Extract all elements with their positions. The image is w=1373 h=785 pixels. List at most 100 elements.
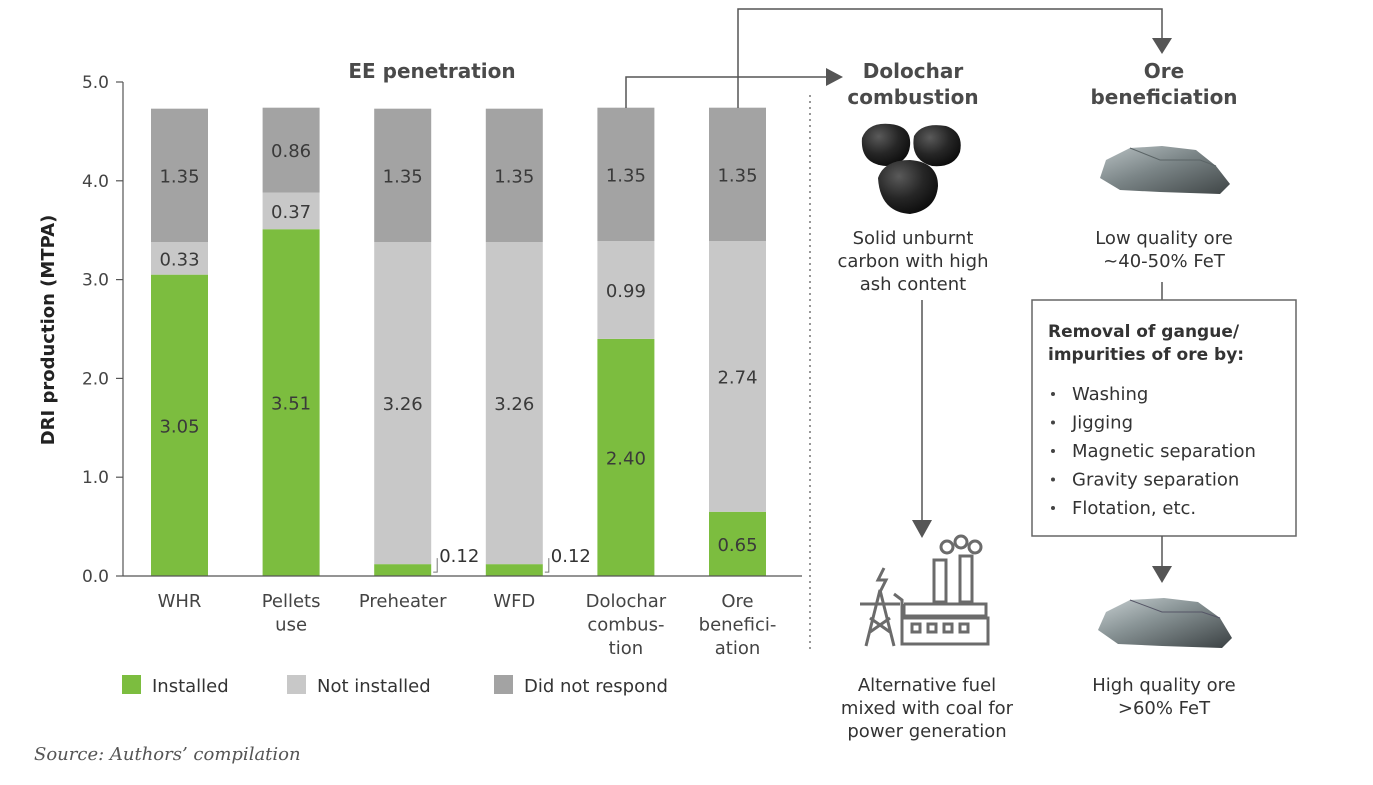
arrow-dolochar-connector	[625, 76, 826, 108]
dolochar-column: Dolochar combustion Solid unburnt carbon…	[837, 59, 1013, 742]
bar-segment	[262, 229, 320, 576]
bar-segment	[485, 242, 543, 565]
bar-segment	[709, 241, 766, 512]
data-label: 2.74	[717, 367, 757, 388]
low-quality-ore-image	[1100, 146, 1230, 194]
dolochar-description-line2: carbon with high	[837, 251, 988, 272]
legend-swatch	[287, 675, 306, 694]
ore-method-item: Flotation, etc.	[1072, 498, 1196, 519]
dolochar-output-line2: mixed with coal for	[841, 698, 1014, 719]
legend: Installed Not installed Did not respond	[122, 675, 668, 697]
bar-segment	[485, 108, 543, 243]
x-axis-labels: WHR Pellets use Preheater WFD Dolochar combus-…	[158, 591, 777, 659]
x-tick-label: use	[275, 615, 307, 636]
data-label: 0.12	[551, 546, 591, 567]
y-tick-label: 2.0	[82, 369, 109, 389]
y-tick-label: 0.0	[82, 567, 109, 587]
arrow-head-ore-down	[1152, 566, 1172, 583]
y-tick-label: 4.0	[82, 172, 109, 192]
ore-title-line2: beneficiation	[1090, 85, 1237, 109]
dolochar-description-line3: ash content	[860, 274, 966, 295]
data-label: 0.65	[717, 535, 757, 556]
high-quality-ore-image	[1098, 598, 1232, 648]
data-label: 1.35	[717, 165, 757, 186]
data-label: 0.86	[271, 141, 311, 162]
data-label: 0.99	[606, 281, 646, 302]
bar-segment	[374, 564, 432, 576]
connector-arrows	[625, 8, 1163, 108]
y-axis-label: DRI production (MTPA)	[38, 215, 59, 446]
arrow-head-dolochar-down	[912, 520, 932, 538]
legend-label: Not installed	[317, 676, 431, 697]
x-tick-label: combus-	[587, 615, 664, 636]
x-tick-label: Ore	[721, 591, 753, 612]
x-tick-label: WHR	[158, 591, 202, 612]
data-label: 1.35	[159, 166, 199, 187]
y-tick-label: 1.0	[82, 468, 109, 488]
ore-title-line1: Ore	[1144, 59, 1184, 83]
source-note: Source: Authors’ compilation	[34, 744, 301, 765]
ore-output-line1: High quality ore	[1092, 675, 1235, 696]
data-label: 1.35	[383, 166, 423, 187]
ore-process-box	[1031, 299, 1297, 537]
ore-method-item: Jigging	[1071, 413, 1133, 434]
x-tick-label: Dolochar	[586, 591, 667, 612]
bar-segment	[597, 241, 655, 339]
ore-input-line1: Low quality ore	[1095, 228, 1233, 249]
data-label: 3.51	[271, 394, 311, 415]
data-label: 2.40	[606, 448, 646, 469]
y-axis-ticks: 0.0 1.0 2.0 3.0 4.0 5.0	[82, 73, 123, 587]
y-tick-label: 5.0	[82, 73, 109, 93]
bullet-icon	[1051, 420, 1055, 425]
bar-segment	[597, 107, 655, 242]
coal-lumps-image	[861, 123, 961, 214]
bullet-icon	[1051, 392, 1055, 396]
bar-segment	[485, 564, 543, 576]
ore-methods-list: Washing Jigging Magnetic separation Gravity…	[1051, 384, 1256, 519]
x-tick-label: benefici-	[699, 615, 777, 636]
bullet-icon	[1051, 477, 1055, 482]
x-tick-label: ation	[715, 638, 761, 659]
data-label: 1.35	[606, 165, 646, 186]
x-tick-label: WFD	[493, 591, 535, 612]
data-label-leader	[544, 558, 550, 573]
x-tick-label: Pellets	[262, 591, 321, 612]
bar-segment	[151, 274, 208, 576]
data-label: 1.35	[494, 166, 534, 187]
arrow-head-dolochar	[826, 68, 843, 86]
ore-process-heading-line2: impurities of ore by:	[1048, 345, 1244, 365]
data-label: 0.33	[159, 249, 199, 270]
bar-segment	[374, 108, 432, 243]
arrow-ore-connector	[737, 8, 1163, 108]
x-tick-label: Preheater	[359, 591, 447, 612]
ore-method-item: Magnetic separation	[1072, 441, 1256, 462]
ore-output-line2: >60% FeT	[1118, 698, 1211, 719]
dolochar-title-line1: Dolochar	[863, 59, 964, 83]
legend-swatch	[494, 675, 513, 694]
data-label: 0.37	[271, 202, 311, 223]
bullet-icon	[1051, 506, 1055, 510]
dolochar-description-line1: Solid unburnt	[853, 228, 974, 249]
arrow-head-ore	[1152, 38, 1172, 54]
ore-process-heading-line1: Removal of gangue/	[1048, 322, 1240, 342]
bar-segment	[262, 192, 320, 230]
bar-segment	[597, 338, 655, 576]
bullet-icon	[1051, 449, 1055, 453]
bar-segment	[709, 511, 766, 576]
x-tick-label: tion	[609, 638, 643, 659]
ore-method-item: Washing	[1072, 384, 1148, 405]
bars: 3.05 0.33 1.35 3.51 0.37 0.86 0.12 3.26 1.35 0.12…	[151, 107, 766, 576]
ore-column: Ore beneficiation Low quality ore ~40-50…	[1031, 59, 1297, 719]
legend-swatch	[122, 675, 141, 694]
data-label: 3.26	[494, 394, 534, 415]
data-label: 0.12	[439, 546, 479, 567]
ore-input-line2: ~40-50% FeT	[1103, 251, 1226, 272]
chart-title: EE penetration	[348, 59, 515, 83]
ore-method-item: Gravity separation	[1072, 470, 1239, 491]
y-tick-label: 3.0	[82, 271, 109, 291]
dolochar-output-line3: power generation	[847, 721, 1006, 742]
legend-label: Did not respond	[524, 676, 668, 697]
bar-segment	[151, 108, 208, 243]
bar-segment	[709, 107, 766, 242]
